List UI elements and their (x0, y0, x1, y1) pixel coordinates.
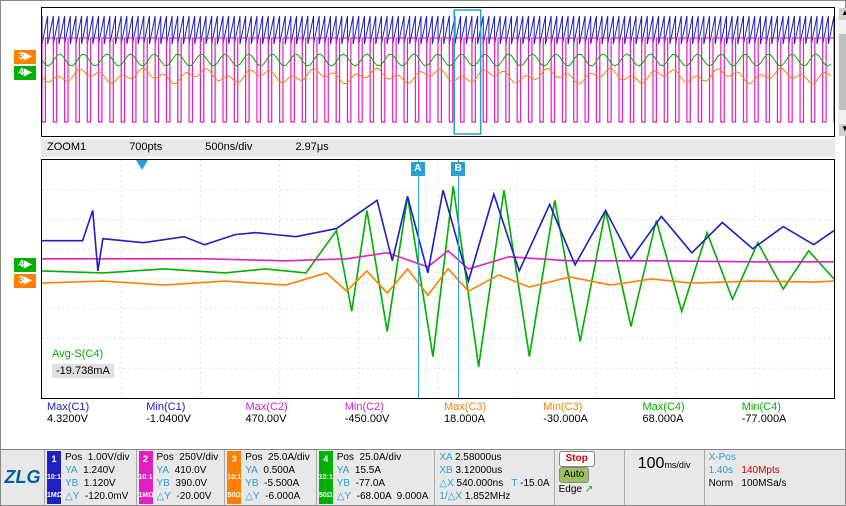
meas-header: Max(C4) (643, 401, 730, 413)
avg-value: -19.738mA (52, 364, 114, 378)
cursor-readout-block: XA 2.58000us XB 3.12000us △X 540.000ns T… (435, 450, 554, 505)
cursor-b-line[interactable] (458, 160, 459, 398)
trigger-block: Stop Auto Edge ↗ (555, 450, 625, 505)
channel-flag: 110:11MΩ (47, 451, 61, 504)
t-label: T (511, 478, 517, 489)
measurement-cell: Min(C2)-450.00V (339, 399, 438, 439)
hscale-unit: ms/div (664, 460, 690, 470)
measurement-cell: Min(C3)-30.000A (537, 399, 636, 439)
cursor-a-line[interactable] (418, 160, 419, 398)
overview-panel: ▲ ▼ 3▶ 4▶ (41, 7, 835, 137)
zoom-delay: 2.97μs (295, 141, 328, 153)
trigger-slope-icon: ↗ (585, 484, 593, 495)
acq-mode: Norm (709, 478, 733, 489)
channel-flag: 410:150Ω (319, 451, 333, 504)
channel-block-3[interactable]: 310:150ΩPos 25.0A/divYA 0.500AYB -5.500A… (225, 450, 317, 505)
timebase-scale[interactable]: 100ms/div (625, 450, 705, 505)
measurement-cell: Max(C2)470.00V (240, 399, 339, 439)
measurement-cell: Min(C1)-1.0400V (140, 399, 239, 439)
channel-flag: 310:150Ω (227, 451, 241, 504)
t-value: -15.0A (520, 478, 549, 489)
hscale-value: 100 (638, 455, 665, 472)
cursor-a-tag[interactable]: A (411, 162, 425, 176)
meas-value: 18.000A (444, 413, 531, 425)
zoom-pts: 700pts (129, 141, 162, 153)
sample-rate: 100MSa/s (741, 478, 786, 489)
trigger-mode-button[interactable]: Auto (559, 467, 590, 483)
meas-value: -77.000A (742, 413, 829, 425)
channel-readout: Pos 1.00V/divYA 1.240VYB 1.120V△Y -120.0… (61, 451, 134, 504)
meas-header: Min(C3) (543, 401, 630, 413)
acquisition-block: X-Pos 1.40s 140Mpts Norm 100MSa/s (705, 450, 791, 505)
meas-value: -30.000A (543, 413, 630, 425)
run-stop-button[interactable]: Stop (559, 451, 595, 467)
channel-readout: Pos 250V/divYA 410.0VYB 390.0V△Y -20.00V (153, 451, 223, 504)
meas-header: Min(C1) (146, 401, 233, 413)
overview-scrollbar[interactable]: ▲ ▼ (838, 8, 846, 136)
zoom-label: ZOOM1 (47, 141, 86, 153)
meas-value: -1.0400V (146, 413, 233, 425)
trigger-edge-label: Edge (559, 484, 582, 495)
avg-label: Avg-S(C4) (52, 348, 103, 360)
idx-value: 1.852MHz (465, 491, 511, 502)
xpos-label: X-Pos (709, 452, 736, 463)
channel-block-2[interactable]: 210:11MΩPos 250V/divYA 410.0VYB 390.0V△Y… (137, 450, 226, 505)
dx-label: △X (439, 478, 453, 489)
measurement-cell: Max(C1)4.3200V (41, 399, 140, 439)
main-waveform-panel[interactable]: A B 4▶ 3▶ Avg-S(C4) -19.738mA (41, 159, 835, 399)
status-bar: ZLG 110:11MΩPos 1.00V/divYA 1.240VYB 1.1… (1, 449, 845, 505)
xa-value: 2.58000us (455, 452, 502, 463)
brand-logo: ZLG (1, 450, 45, 505)
meas-header: Min(C2) (345, 401, 432, 413)
measurement-cell: Max(C3)18.000A (438, 399, 537, 439)
overview-marker-ch3: 3▶ (14, 50, 36, 64)
channel-readout: Pos 25.0A/divYA 0.500AYB -5.500A△Y -6.00… (241, 451, 314, 504)
scroll-thumb[interactable] (839, 34, 846, 111)
overview-marker-ch4: 4▶ (14, 66, 36, 80)
xa-label: XA (439, 452, 452, 463)
channel-readout: Pos 25.0A/divYA 15.5AYB -77.0A△Y -68.00A… (333, 451, 433, 504)
main-marker-ch4: 4▶ (14, 258, 36, 272)
meas-header: Min(C4) (742, 401, 829, 413)
measurement-cell: Max(C4)68.000A (637, 399, 736, 439)
channel-flag: 210:11MΩ (139, 451, 153, 504)
zoom-timebase: 500ns/div (205, 141, 252, 153)
meas-value: 4.3200V (47, 413, 134, 425)
cursor-b-tag[interactable]: B (451, 162, 465, 176)
scroll-up-arrow[interactable]: ▲ (839, 8, 846, 20)
channel-block-1[interactable]: 110:11MΩPos 1.00V/divYA 1.240VYB 1.120V△… (45, 450, 137, 505)
dx-value: 540.000ns (457, 478, 504, 489)
scroll-down-arrow[interactable]: ▼ (839, 124, 846, 136)
measurement-cell: Min(C4)-77.000A (736, 399, 835, 439)
zoom-info-bar: ZOOM1 700pts 500ns/div 2.97μs (41, 139, 835, 157)
overview-waveforms (42, 8, 834, 136)
main-marker-ch3: 3▶ (14, 274, 36, 288)
xpos-value: 1.40s (709, 465, 733, 476)
trigger-point-marker (136, 160, 148, 170)
xb-label: XB (439, 465, 452, 476)
meas-header: Max(C3) (444, 401, 531, 413)
meas-header: Max(C1) (47, 401, 134, 413)
meas-header: Max(C2) (246, 401, 333, 413)
idx-label: 1/△X (439, 491, 462, 502)
xb-value: 3.12000us (456, 465, 503, 476)
main-waveforms-svg (42, 160, 834, 398)
channel-block-4[interactable]: 410:150ΩPos 25.0A/divYA 15.5AYB -77.0A△Y… (317, 450, 436, 505)
meas-value: 470.00V (246, 413, 333, 425)
measurement-strip: Max(C1)4.3200VMin(C1)-1.0400VMax(C2)470.… (41, 399, 835, 439)
meas-value: 68.000A (643, 413, 730, 425)
meas-value: -450.00V (345, 413, 432, 425)
mpts-value: 140Mpts (741, 465, 779, 476)
